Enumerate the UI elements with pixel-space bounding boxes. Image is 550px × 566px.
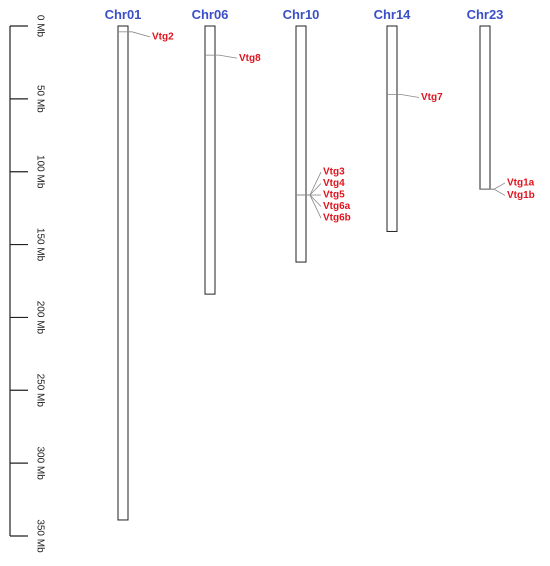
scale-tick-label: 100 Mb xyxy=(34,155,45,189)
chromosome-title: Chr06 xyxy=(192,7,229,22)
chromosome-bar xyxy=(295,25,307,263)
chromosome-set: Chr01 Vtg2 Chr06 Vtg8 Chr10 Vtg3Vtg4Vtg5Vtg6a… xyxy=(105,7,535,521)
scale-tick-label: 150 Mb xyxy=(34,228,45,262)
chromosome-chr14: Chr14 Vtg7 xyxy=(374,7,443,232)
gene-connector xyxy=(397,94,420,98)
gene-connector xyxy=(306,194,322,207)
chromosome-title: Chr14 xyxy=(374,7,412,22)
gene-label: Vtg2 xyxy=(152,31,174,42)
scale-tick-label: 0 Mb xyxy=(34,15,45,38)
gene-connector xyxy=(306,183,322,196)
chromosome-title: Chr23 xyxy=(467,7,504,22)
scale-ruler: 0 Mb 50 Mb 100 Mb 150 Mb 200 Mb 250 Mb 300 Mb 3… xyxy=(9,15,45,553)
chromosome-chr06: Chr06 Vtg8 xyxy=(192,7,261,295)
gene-label: Vtg1a xyxy=(507,178,535,189)
gene-connector xyxy=(215,54,238,59)
gene-label: Vtg8 xyxy=(239,53,261,64)
scale-tick-label: 350 Mb xyxy=(34,519,45,553)
chromosome-bar xyxy=(204,25,216,295)
gene-label: Vtg6a xyxy=(323,201,351,212)
gene-connector xyxy=(128,31,151,38)
gene-label: Vtg5 xyxy=(323,190,345,201)
chromosome-title: Chr01 xyxy=(105,7,142,22)
gene-label: Vtg1b xyxy=(507,190,535,201)
gene-label: Vtg4 xyxy=(323,178,345,189)
gene-connector xyxy=(490,188,506,196)
gene-connector xyxy=(306,194,322,219)
chromosome-bar xyxy=(479,25,491,190)
gene-connector xyxy=(490,182,506,190)
chromosome-bar xyxy=(386,25,398,232)
scale-tick-label: 300 Mb xyxy=(34,446,45,480)
scale-tick-label: 50 Mb xyxy=(34,85,45,113)
chromosome-title: Chr10 xyxy=(283,7,320,22)
gene-label: Vtg3 xyxy=(323,167,345,178)
gene-label: Vtg6b xyxy=(323,213,351,224)
chromosome-bar xyxy=(117,25,129,521)
scale-tick-label: 200 Mb xyxy=(34,301,45,335)
chromosome-chr01: Chr01 Vtg2 xyxy=(105,7,174,521)
scale-tick-label: 250 Mb xyxy=(34,374,45,408)
gene-label: Vtg7 xyxy=(421,92,443,103)
